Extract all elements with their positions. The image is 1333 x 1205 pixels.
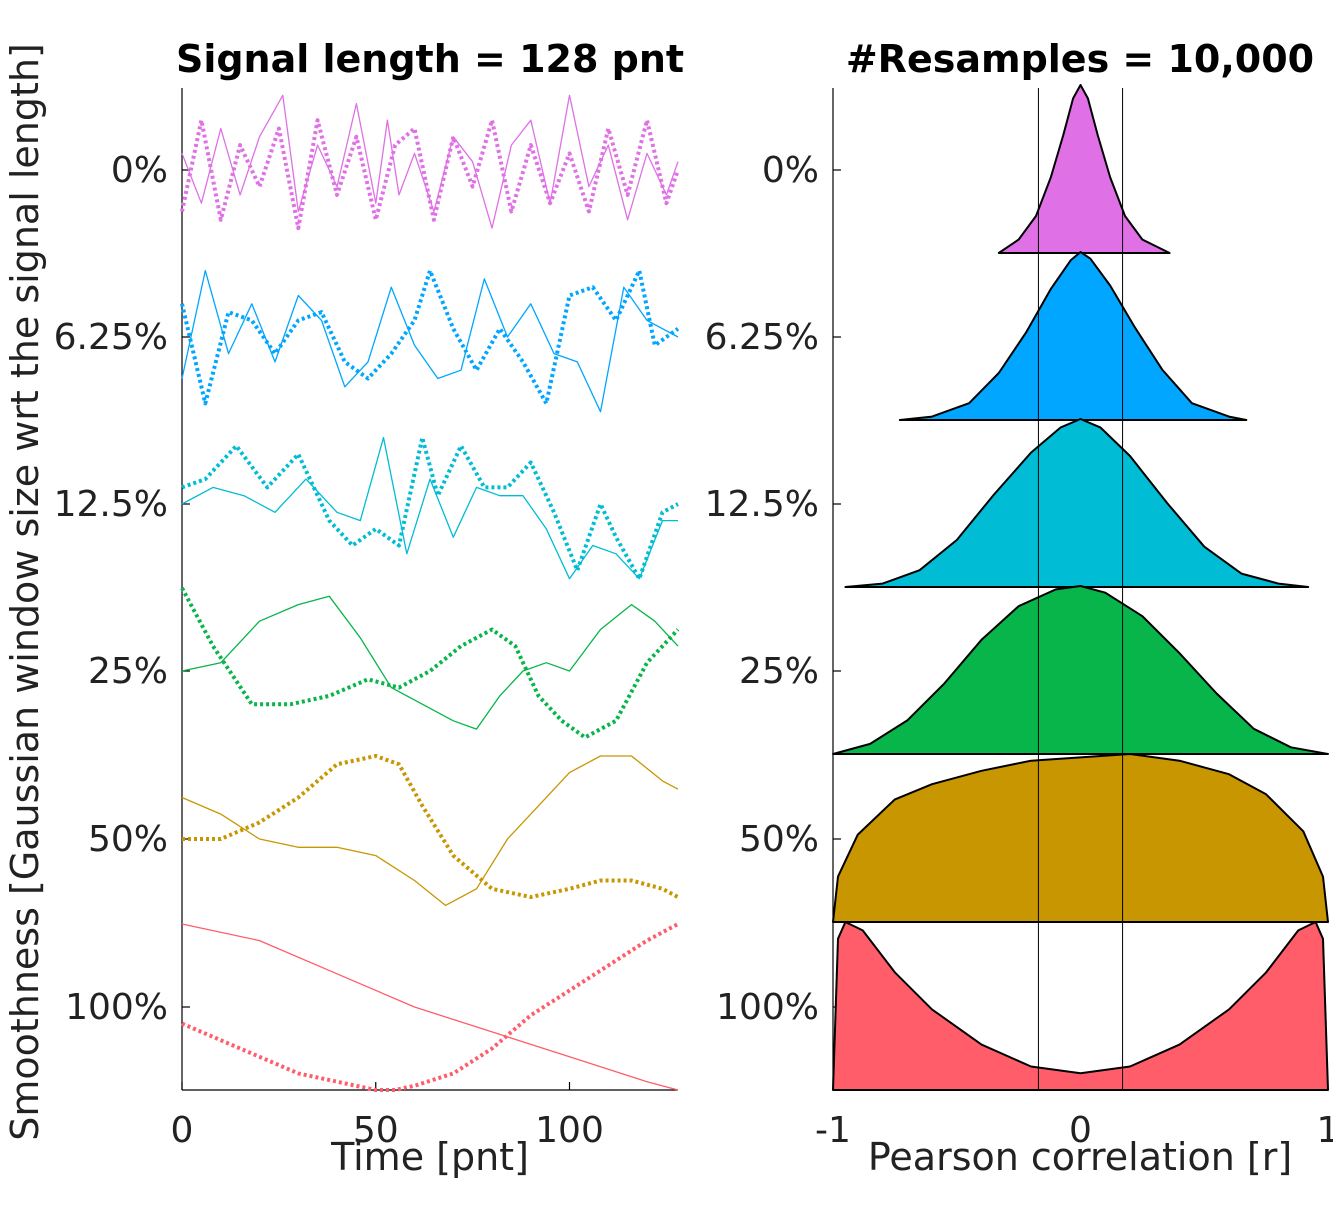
row-label: 50% <box>88 819 168 860</box>
density-area <box>832 585 1329 755</box>
density-area <box>832 921 1329 1091</box>
dotted-series-line <box>180 268 680 406</box>
time-series-plot: 0 50 100 0% 6.25% 12.5% 25% 50% 100% <box>54 88 680 1151</box>
x-tick-label: 0 <box>1069 1110 1092 1151</box>
dotted-series-line <box>181 922 679 1092</box>
row-label: 6.25% <box>705 317 819 358</box>
solid-series-line <box>181 923 679 1091</box>
row-label: 100% <box>65 987 168 1028</box>
row-label: 25% <box>739 651 819 692</box>
x-tick-label: 0 <box>171 1110 194 1151</box>
x-tick-label: 1 <box>1317 1110 1333 1151</box>
density-area <box>898 251 1248 421</box>
solid-series-line <box>181 436 678 580</box>
right-panel-title: #Resamples = 10,000 <box>846 37 1314 81</box>
dotted-series-line <box>180 587 680 740</box>
density-area <box>844 418 1310 588</box>
left-panel-xlabel: Time [pnt] <box>330 1135 529 1179</box>
row-label: 12.5% <box>705 484 819 525</box>
solid-series-line <box>181 755 679 907</box>
solid-series-line <box>181 595 679 730</box>
row-label: 25% <box>88 651 168 692</box>
correlation-density-plot: -1 0 1 0% 6.25% 12.5% 25% 50% 100% <box>705 84 1333 1151</box>
row-label: 100% <box>716 987 819 1028</box>
row-label: 50% <box>739 819 819 860</box>
row-label: 6.25% <box>54 317 168 358</box>
row-label: 0% <box>762 150 819 191</box>
dotted-series-line <box>182 754 679 900</box>
left-panel-title: Signal length = 128 pnt <box>176 37 684 81</box>
dotted-series-line <box>181 435 679 581</box>
dotted-series-line <box>180 118 680 231</box>
x-tick-label: -1 <box>815 1110 851 1151</box>
row-label: 12.5% <box>54 484 168 525</box>
right-panel-xlabel: Pearson correlation [r] <box>868 1135 1292 1179</box>
row-label: 0% <box>111 150 168 191</box>
density-area <box>997 84 1171 254</box>
x-tick-label: 100 <box>535 1110 604 1151</box>
density-area <box>832 753 1329 923</box>
solid-series-line <box>181 269 679 413</box>
y-axis-label: Smoothness [Gaussian window size wrt the… <box>3 43 47 1141</box>
x-tick-label: 50 <box>353 1110 399 1151</box>
